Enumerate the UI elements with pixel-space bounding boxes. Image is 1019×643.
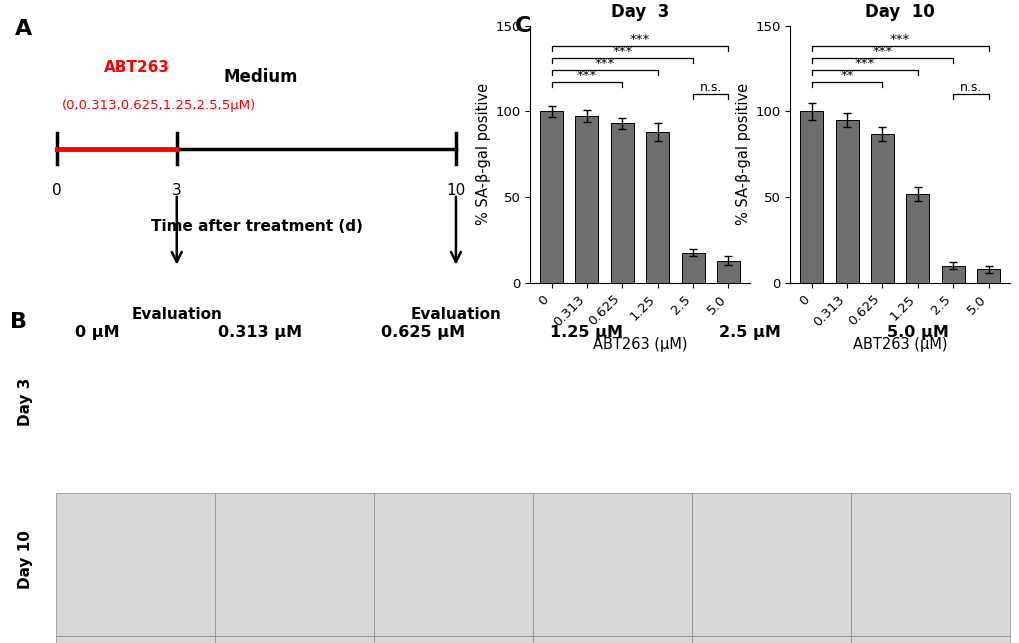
- Bar: [533, 637, 691, 643]
- Bar: [610, 123, 633, 283]
- Text: n.s.: n.s.: [699, 81, 721, 94]
- Bar: [540, 111, 562, 283]
- X-axis label: ABT263 (μM): ABT263 (μM): [592, 337, 687, 352]
- Bar: [374, 637, 533, 643]
- Text: 1.25 μM: 1.25 μM: [549, 325, 623, 340]
- Text: 0.313 μM: 0.313 μM: [218, 325, 302, 340]
- Y-axis label: % SA-β-gal positive: % SA-β-gal positive: [476, 83, 491, 226]
- Text: A: A: [15, 19, 33, 39]
- Y-axis label: % SA-β-gal positive: % SA-β-gal positive: [736, 83, 751, 226]
- Bar: [850, 493, 1009, 637]
- Text: Evaluation: Evaluation: [131, 307, 222, 322]
- Bar: [716, 260, 739, 283]
- Text: 5.0 μM: 5.0 μM: [887, 325, 948, 340]
- Text: Day 3: Day 3: [18, 378, 33, 426]
- Bar: [941, 266, 964, 283]
- Text: ***: ***: [577, 69, 596, 82]
- Text: ***: ***: [854, 57, 874, 70]
- Bar: [215, 493, 374, 637]
- Text: Time after treatment (d): Time after treatment (d): [151, 219, 362, 235]
- Title: Day  10: Day 10: [864, 3, 934, 21]
- Text: Evaluation: Evaluation: [410, 307, 501, 322]
- Bar: [575, 116, 598, 283]
- Bar: [906, 194, 928, 283]
- Bar: [976, 269, 999, 283]
- Bar: [870, 134, 893, 283]
- Text: B: B: [10, 312, 28, 332]
- Bar: [800, 111, 822, 283]
- Text: 0.625 μM: 0.625 μM: [381, 325, 465, 340]
- Bar: [646, 132, 668, 283]
- Bar: [850, 637, 1009, 643]
- Text: 3: 3: [172, 183, 181, 197]
- Text: Day 10: Day 10: [18, 530, 33, 589]
- Bar: [681, 253, 704, 283]
- Text: ***: ***: [871, 45, 892, 58]
- Title: Day  3: Day 3: [610, 3, 668, 21]
- Bar: [56, 637, 215, 643]
- Text: Medium: Medium: [224, 68, 299, 86]
- Text: ***: ***: [630, 33, 649, 46]
- Text: 0: 0: [52, 183, 62, 197]
- Text: (0,0.313,0.625,1.25,2.5,5μM): (0,0.313,0.625,1.25,2.5,5μM): [62, 99, 256, 112]
- Text: 2.5 μM: 2.5 μM: [718, 325, 780, 340]
- Text: C: C: [515, 16, 531, 36]
- Text: **: **: [840, 69, 853, 82]
- Text: n.s.: n.s.: [959, 81, 981, 94]
- Bar: [56, 493, 215, 637]
- Bar: [374, 493, 533, 637]
- Text: ABT263: ABT263: [104, 60, 170, 75]
- Bar: [691, 493, 850, 637]
- Text: ***: ***: [611, 45, 632, 58]
- Bar: [533, 493, 691, 637]
- Bar: [835, 120, 858, 283]
- Text: ***: ***: [890, 33, 909, 46]
- Text: 0 μM: 0 μM: [74, 325, 119, 340]
- Bar: [691, 637, 850, 643]
- Text: 10: 10: [446, 183, 465, 197]
- X-axis label: ABT263 (μM): ABT263 (μM): [852, 337, 947, 352]
- Text: ***: ***: [594, 57, 614, 70]
- Bar: [215, 637, 374, 643]
